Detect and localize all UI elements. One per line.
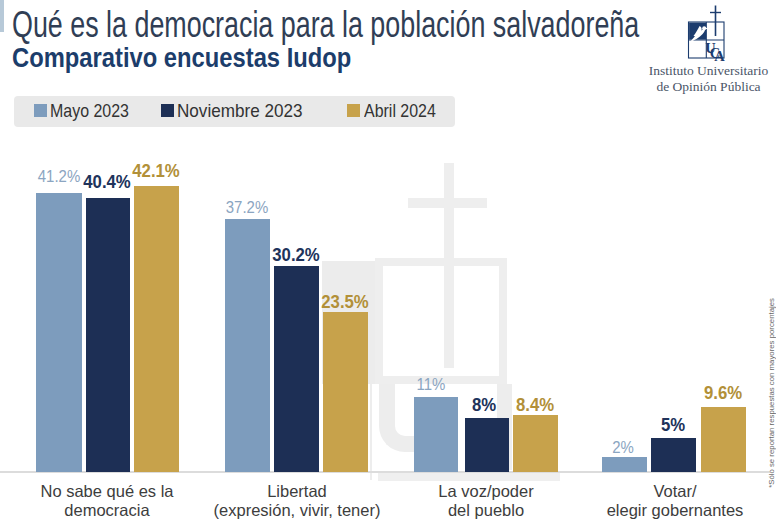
svg-text:A: A xyxy=(714,48,725,64)
